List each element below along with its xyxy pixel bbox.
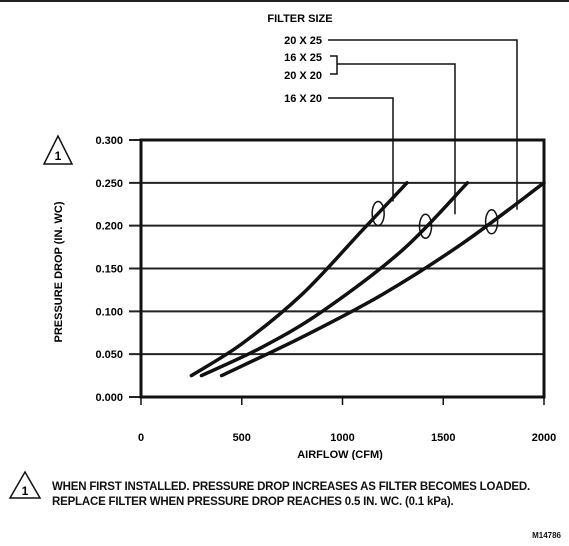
legend-label: 16 X 25 — [284, 52, 322, 64]
y-tick-label: 0.150 — [95, 264, 123, 276]
figure-id: M14786 — [532, 531, 561, 540]
x-tick-labels: 0 500 1000 1500 2000 — [138, 397, 556, 444]
y-tick-label: 0.200 — [95, 221, 123, 233]
series-line — [199, 181, 470, 378]
footnote-text: WHEN FIRST INSTALLED. PRESSURE DROP INCR… — [52, 481, 530, 508]
y-tick-label: 0.000 — [95, 392, 123, 404]
y-tick-label: 0.250 — [95, 178, 123, 190]
legend-title: FILTER SIZE — [267, 13, 332, 25]
y-tick-label: 0.300 — [95, 135, 123, 147]
series-line — [189, 181, 409, 378]
series-lines — [189, 181, 546, 378]
legend-label: 16 X 20 — [284, 93, 322, 105]
leader-line — [328, 39, 518, 210]
leader-line — [328, 97, 394, 202]
x-axis-label: AIRFLOW (CFM) — [297, 449, 383, 460]
series-line — [219, 181, 546, 378]
x-tick-label: 2000 — [532, 432, 556, 444]
filter-size-legend: FILTER SIZE 20 X 25 16 X 25 20 X 20 16 X 20 — [267, 13, 518, 215]
curve-marker — [418, 213, 433, 240]
y-tick-labels: 0.000 0.050 0.100 0.150 0.200 0.250 0.300 — [95, 135, 123, 404]
curve-marker — [371, 200, 385, 227]
x-tick-label: 1000 — [330, 432, 354, 444]
chart-grid — [129, 139, 544, 398]
leader-line — [337, 63, 456, 215]
curve-markers — [371, 200, 499, 240]
legend-label: 20 X 20 — [284, 70, 322, 82]
warning-triangle-icon: 1 — [42, 134, 74, 165]
y-tick-label: 0.100 — [95, 306, 123, 318]
x-tick-label: 0 — [138, 432, 144, 444]
x-tick-label: 1500 — [431, 432, 455, 444]
curve-marker — [484, 209, 499, 235]
pressure-drop-chart: 0.000 0.050 0.100 0.150 0.200 0.250 0.300 0 500… — [0, 0, 569, 460]
footnote-marker: 1 — [22, 484, 29, 498]
warning-triangle-icon: 1 — [8, 470, 42, 499]
y-axis-label: PRESSURE DROP (IN. WC) — [53, 201, 65, 342]
x-tick-label: 500 — [233, 432, 251, 444]
bracket — [330, 55, 338, 75]
y-tick-label: 0.050 — [95, 349, 123, 361]
legend-label: 20 X 25 — [284, 35, 322, 47]
warning-marker-label: 1 — [55, 149, 62, 163]
